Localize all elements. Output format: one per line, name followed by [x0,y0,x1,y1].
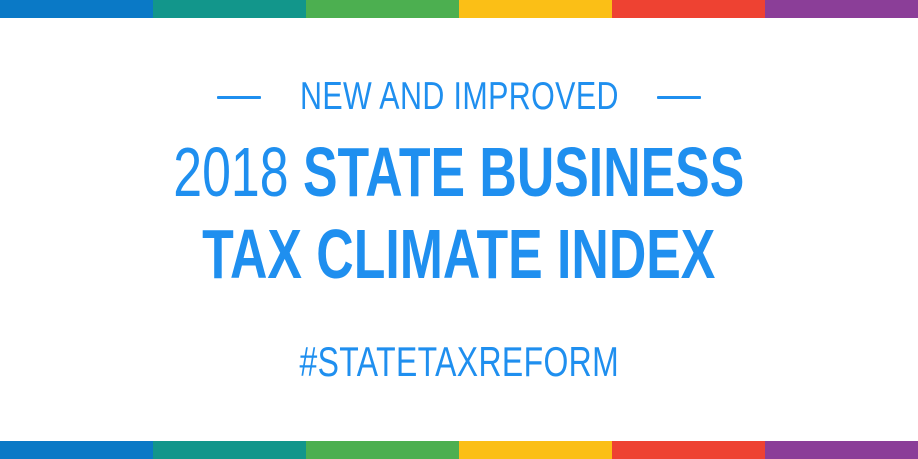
stripe-segment-red [612,441,765,459]
stripe-segment-green [306,441,459,459]
stripe-segment-blue [0,441,153,459]
stripe-segment-yellow [459,0,612,18]
stripe-segment-yellow [459,441,612,459]
title-line-2: TAX CLIMATE INDEX [0,214,918,294]
title-year: 2018 [173,133,289,211]
stripe-segment-purple [765,0,918,18]
hashtag: #STATETAXREFORM [0,336,918,388]
stripe-segment-teal [153,0,306,18]
left-dash-decoration [216,95,261,99]
eyebrow-row: NEW AND IMPROVED [0,73,918,121]
bottom-color-stripe [0,441,918,459]
stripe-segment-purple [765,441,918,459]
title-state-business: STATE BUSINESS [303,133,745,211]
eyebrow-text: NEW AND IMPROVED [299,75,619,118]
title-tax-climate-index: TAX CLIMATE INDEX [202,215,716,293]
title-line-1: 2018 STATE BUSINESS [0,132,918,212]
stripe-segment-teal [153,441,306,459]
stripe-segment-blue [0,0,153,18]
stripe-segment-green [306,0,459,18]
hashtag-text: #STATETAXREFORM [299,338,619,385]
right-dash-decoration [657,95,702,99]
top-color-stripe [0,0,918,18]
stripe-segment-red [612,0,765,18]
